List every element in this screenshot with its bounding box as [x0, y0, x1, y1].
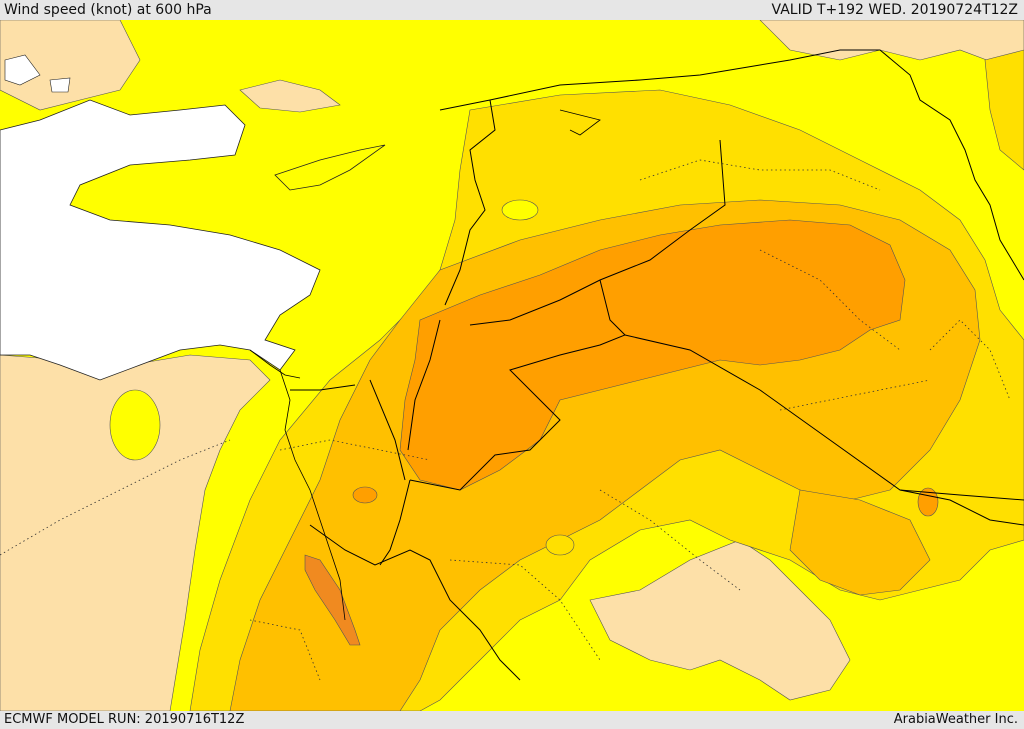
wind-speed-map: [0, 20, 1024, 711]
wind-hole-4: [352, 486, 378, 504]
coastlines: [249, 109, 601, 621]
map-title: Wind speed (knot) at 600 hPa: [4, 2, 212, 18]
aegean-islands: [4, 54, 71, 93]
model-run-label: ECMWF MODEL RUN: 20190716T12Z: [4, 712, 245, 727]
calm-area-west: [0, 354, 271, 711]
wind-band-dark-orange: [304, 554, 361, 646]
province-borders: [0, 159, 1011, 681]
calm-patch-turkey: [239, 79, 341, 113]
wind-hole-1: [501, 199, 539, 221]
footer-bar: ECMWF MODEL RUN: 20190716T12Z ArabiaWeat…: [0, 711, 1024, 729]
header-bar: Wind speed (knot) at 600 hPa VALID T+192…: [0, 0, 1024, 20]
cyprus-island: [274, 144, 386, 191]
country-borders: [290, 49, 1024, 681]
wind-hole-3: [109, 389, 161, 461]
wind-band-yellow-orange-east: [984, 49, 1024, 171]
calm-area-northwest: [0, 20, 141, 111]
credit-label: ArabiaWeather Inc.: [893, 712, 1018, 727]
mediterranean-sea: [0, 99, 321, 381]
wind-band-gold-south-blob: [789, 489, 931, 596]
wind-hole-2: [545, 534, 575, 556]
valid-time: VALID T+192 WED. 20190724T12Z: [771, 2, 1018, 18]
calm-area-southeast: [589, 539, 851, 701]
